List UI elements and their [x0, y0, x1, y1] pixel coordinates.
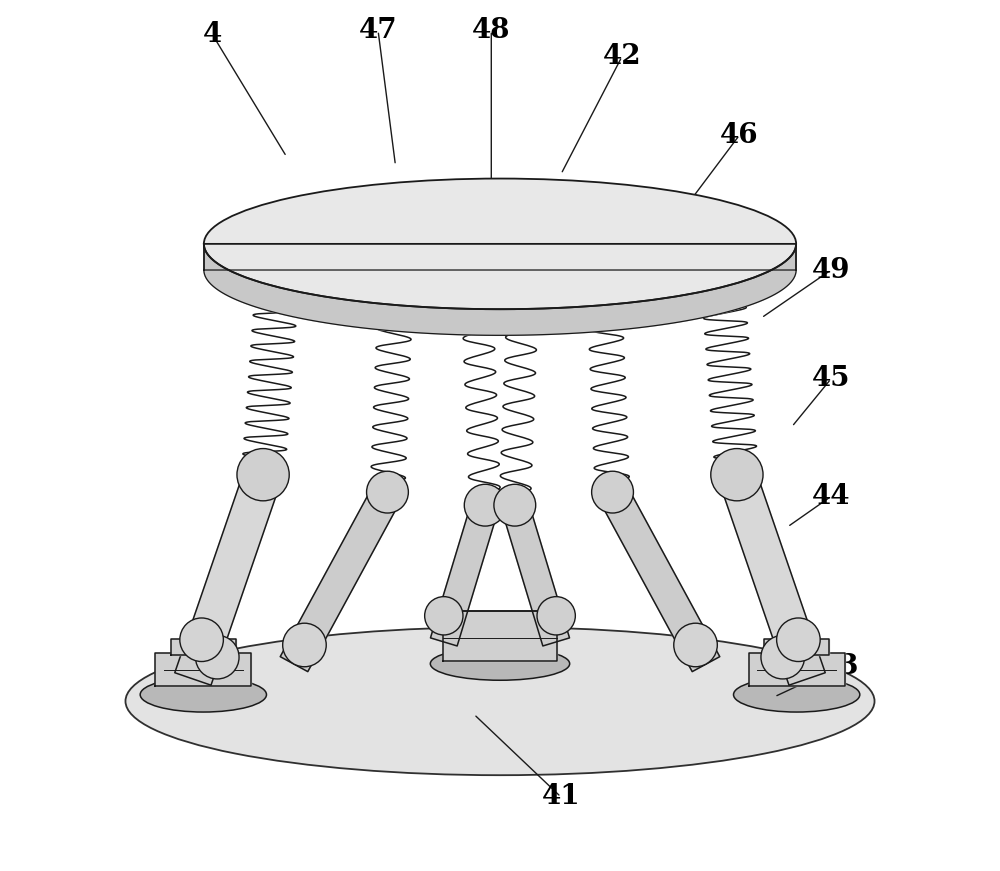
Circle shape — [195, 636, 239, 679]
Text: 49: 49 — [812, 257, 850, 283]
Circle shape — [466, 271, 490, 295]
Polygon shape — [171, 639, 236, 655]
Circle shape — [674, 624, 717, 667]
Circle shape — [367, 471, 408, 513]
Text: 43: 43 — [820, 653, 859, 679]
Text: 45: 45 — [812, 366, 850, 392]
Polygon shape — [501, 501, 570, 646]
Ellipse shape — [734, 678, 860, 712]
Circle shape — [494, 484, 536, 526]
Text: 46: 46 — [720, 122, 759, 148]
Circle shape — [510, 271, 534, 295]
Polygon shape — [749, 653, 845, 686]
Polygon shape — [175, 469, 281, 685]
Text: 44: 44 — [812, 483, 850, 510]
Circle shape — [425, 597, 463, 635]
Polygon shape — [443, 611, 557, 661]
Text: 41: 41 — [542, 784, 580, 810]
Circle shape — [761, 636, 805, 679]
Polygon shape — [155, 653, 251, 686]
Ellipse shape — [430, 647, 570, 680]
Circle shape — [711, 449, 763, 501]
Circle shape — [464, 484, 506, 526]
Polygon shape — [764, 639, 829, 655]
Circle shape — [592, 471, 633, 513]
Polygon shape — [599, 484, 720, 672]
Text: 42: 42 — [603, 44, 641, 70]
Ellipse shape — [204, 179, 796, 309]
Circle shape — [283, 624, 326, 667]
Text: 48: 48 — [472, 17, 511, 44]
Text: 47: 47 — [359, 17, 397, 44]
Polygon shape — [204, 244, 796, 335]
Ellipse shape — [140, 678, 266, 712]
Circle shape — [180, 618, 223, 662]
Ellipse shape — [125, 627, 875, 775]
Circle shape — [488, 271, 512, 295]
Polygon shape — [280, 484, 401, 672]
Circle shape — [537, 597, 575, 635]
Polygon shape — [719, 469, 825, 685]
Polygon shape — [430, 501, 499, 646]
Circle shape — [777, 618, 820, 662]
Text: 4: 4 — [203, 22, 222, 48]
Circle shape — [237, 449, 289, 501]
